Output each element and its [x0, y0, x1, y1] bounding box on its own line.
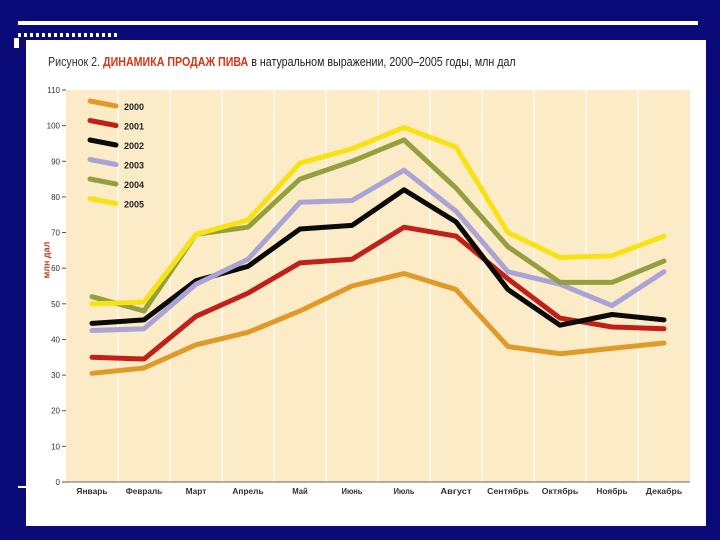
header-mark	[14, 38, 19, 48]
x-tick-label: Январь	[76, 486, 107, 496]
y-tick-label: 0	[56, 478, 61, 487]
x-tick-label: Март	[186, 486, 207, 496]
x-tick-label: Февраль	[126, 486, 162, 496]
y-tick-label: 70	[51, 229, 60, 238]
series-line-2005	[89, 124, 667, 307]
y-tick-label: 90	[51, 157, 60, 166]
x-tick-label: Май	[292, 486, 308, 496]
header-rule	[18, 21, 698, 25]
side-dash	[18, 486, 26, 488]
legend-label-2005: 2005	[124, 200, 144, 210]
x-tick-label: Сентябрь	[487, 486, 529, 496]
series-line-2003	[89, 167, 667, 334]
chart-title: Рисунок 2. ДИНАМИКА ПРОДАЖ ПИВА в натура…	[48, 54, 573, 69]
chart-title-prefix: Рисунок 2.	[48, 54, 101, 69]
header-dotted-rule	[18, 33, 118, 37]
legend-swatch-2001	[87, 118, 119, 128]
x-tick-label: Октябрь	[542, 486, 578, 496]
y-tick-label: 40	[51, 335, 60, 344]
legend-swatch-2000	[87, 98, 119, 109]
series-line-2002	[89, 187, 667, 328]
x-tick-label: Июнь	[342, 486, 363, 496]
legend-swatch-2003	[87, 157, 119, 167]
y-tick-label: 110	[47, 86, 60, 95]
chart-title-main: ДИНАМИКА ПРОДАЖ ПИВА	[103, 54, 249, 69]
x-tick-label: Ноябрь	[596, 486, 627, 496]
y-tick-label: 80	[51, 193, 60, 202]
legend-label-2004: 2004	[124, 180, 144, 190]
legend-label-2000: 2000	[124, 102, 144, 112]
legend-swatch-2004	[87, 176, 119, 187]
x-tick-label: Декабрь	[646, 486, 682, 496]
legend-label-2003: 2003	[124, 161, 144, 171]
y-tick-label: 20	[51, 407, 60, 416]
y-tick-label: 30	[51, 371, 60, 380]
y-tick-label: 50	[51, 300, 60, 309]
y-tick-label: 100	[47, 122, 61, 131]
series-line-2000	[89, 271, 667, 376]
chart-title-suffix: в натуральном выражении, 2000–2005 годы,…	[251, 54, 516, 69]
series-line-2001	[89, 224, 667, 362]
legend-swatch-2002	[87, 137, 119, 148]
legend-swatch-2005	[87, 196, 119, 206]
y-tick-label: 60	[51, 264, 60, 273]
x-tick-label: Август	[440, 486, 471, 496]
x-tick-label: Апрель	[232, 486, 263, 496]
x-tick-label: Июль	[394, 486, 415, 496]
y-tick-label: 10	[51, 442, 60, 451]
legend-label-2002: 2002	[124, 141, 144, 151]
legend-label-2001: 2001	[124, 122, 144, 132]
